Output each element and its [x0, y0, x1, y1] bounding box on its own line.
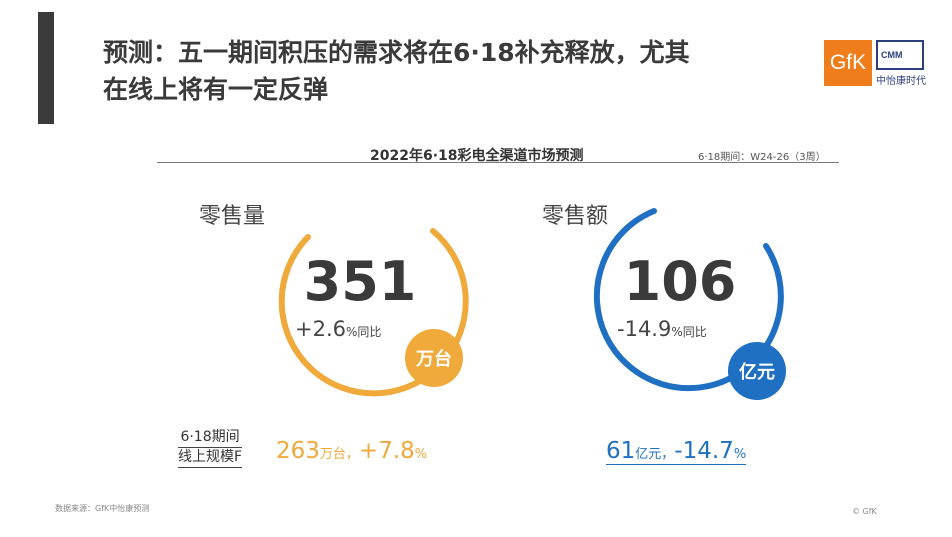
online-label-line-2: 线上规模F	[178, 448, 243, 468]
online-volume-unit: 万台，	[319, 447, 359, 462]
volume-ring	[278, 228, 469, 397]
online-label-line-1: 6·18期间	[178, 428, 243, 448]
online-scale-label: 6·18期间 线上规模F	[178, 428, 243, 468]
revenue-ring-arc	[593, 208, 784, 392]
revenue-change-unit: %同比	[671, 325, 707, 339]
cmm-logo: CMM 中怡康时代	[876, 40, 928, 88]
volume-label: 零售量	[199, 204, 266, 229]
volume-unit-badge: 万台	[405, 329, 463, 387]
online-revenue-value: 61	[606, 438, 636, 464]
online-volume-change-unit: %	[414, 447, 428, 462]
cmm-logo-text: CMM	[881, 50, 903, 60]
revenue-label: 零售额	[542, 204, 609, 229]
online-revenue-unit: 亿元，	[635, 447, 675, 462]
volume-change-unit: %同比	[346, 325, 382, 339]
online-volume-value: 263	[276, 438, 320, 464]
accent-bar	[38, 12, 54, 124]
revenue-change: -14.9%同比	[617, 317, 707, 341]
cmm-logo-name: 中怡康时代	[876, 76, 926, 87]
copyright: © GfK	[852, 507, 877, 516]
volume-ring-arc	[278, 228, 469, 397]
revenue-unit-badge: 亿元	[728, 342, 786, 400]
gfk-logo: GfK	[824, 40, 872, 86]
page-title: 预测：五一期间积压的需求将在6·18补充释放，尤其 在线上将有一定反弹	[103, 34, 763, 108]
volume-change: +2.6%同比	[295, 317, 381, 341]
data-source: 数据来源：GfK中怡康预测	[55, 504, 150, 513]
title-line-2: 在线上将有一定反弹	[103, 75, 329, 104]
online-revenue-change: -14.7	[674, 438, 734, 464]
online-volume-change: +7.8	[358, 438, 415, 464]
revenue-change-value: -14.9	[617, 317, 672, 341]
chart-title: 2022年6·18彩电全渠道市场预测	[370, 148, 584, 164]
online-revenue-change-unit: %	[733, 447, 747, 462]
revenue-value: 106	[623, 250, 737, 313]
cmm-logo-mark: CMM	[876, 40, 924, 70]
online-volume: 263万台，+7.8%	[276, 438, 427, 464]
title-line-1: 预测：五一期间积压的需求将在6·18补充释放，尤其	[103, 38, 690, 67]
online-revenue: 61亿元，-14.7%	[606, 438, 747, 465]
period-label: 6·18期间：W24-26（3周）	[698, 152, 826, 163]
volume-value: 351	[303, 250, 417, 313]
volume-change-value: +2.6	[295, 317, 346, 341]
revenue-ring	[593, 208, 784, 392]
header-divider	[157, 162, 839, 163]
